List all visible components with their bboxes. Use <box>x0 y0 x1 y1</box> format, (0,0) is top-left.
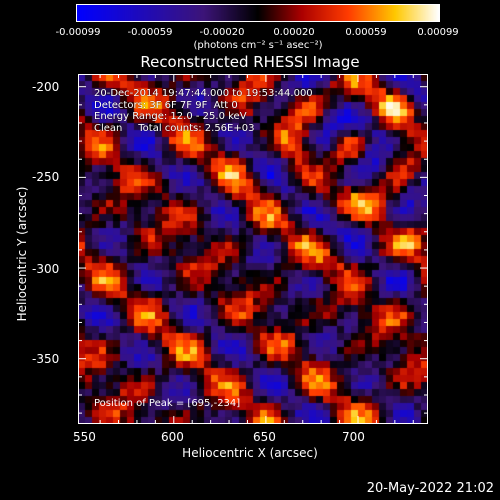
colorbar-tick-label: -0.00059 <box>127 27 173 38</box>
timestamp: 20-May-2022 21:02 <box>366 481 494 496</box>
colorbar-gradient <box>76 4 440 22</box>
colorbar-tick-label: -0.00020 <box>199 27 245 38</box>
colorbar-tick-label: 0.00059 <box>345 27 387 38</box>
heatmap-image <box>78 74 428 424</box>
annotation-energy-range: Energy Range: 12.0 - 25.0 keV <box>94 111 247 122</box>
axis-ticks <box>78 74 428 424</box>
plot-frame <box>78 74 428 424</box>
y-tick-label: -300 <box>32 262 60 276</box>
annotation-detectors: Detectors: 3F 6F 7F 9F Att 0 <box>94 99 238 111</box>
colorbar-tick-label: 0.00020 <box>273 27 315 38</box>
x-tick-label: 600 <box>161 430 184 444</box>
colorbar <box>76 4 440 22</box>
chart-title: Reconstructed RHESSI Image <box>140 53 360 71</box>
annotation-time-range: 20-Dec-2014 19:47:44.000 to 19:53:44.000 <box>94 88 313 99</box>
y-tick-label: -350 <box>32 352 60 366</box>
annotation-total-counts: Clean Total counts: 2.56E+03 <box>94 122 255 134</box>
colorbar-units: (photons cm⁻² s⁻¹ asec⁻²) <box>193 40 323 51</box>
heatmap-plot <box>78 74 428 424</box>
x-axis-label: Heliocentric X (arcsec) <box>182 446 318 460</box>
y-tick-label: -250 <box>32 170 60 184</box>
colorbar-tick-label: 0.00099 <box>417 27 459 38</box>
colorbar-tick-label: -0.00099 <box>55 27 101 38</box>
y-tick-label: -200 <box>32 80 60 94</box>
peak-position-label: Position of Peak = [695,-234] <box>94 398 241 409</box>
x-tick-label: 550 <box>73 430 96 444</box>
y-axis-label: Heliocentric Y (arcsec) <box>15 186 29 322</box>
x-tick-label: 700 <box>342 430 365 444</box>
x-tick-label: 650 <box>253 430 276 444</box>
